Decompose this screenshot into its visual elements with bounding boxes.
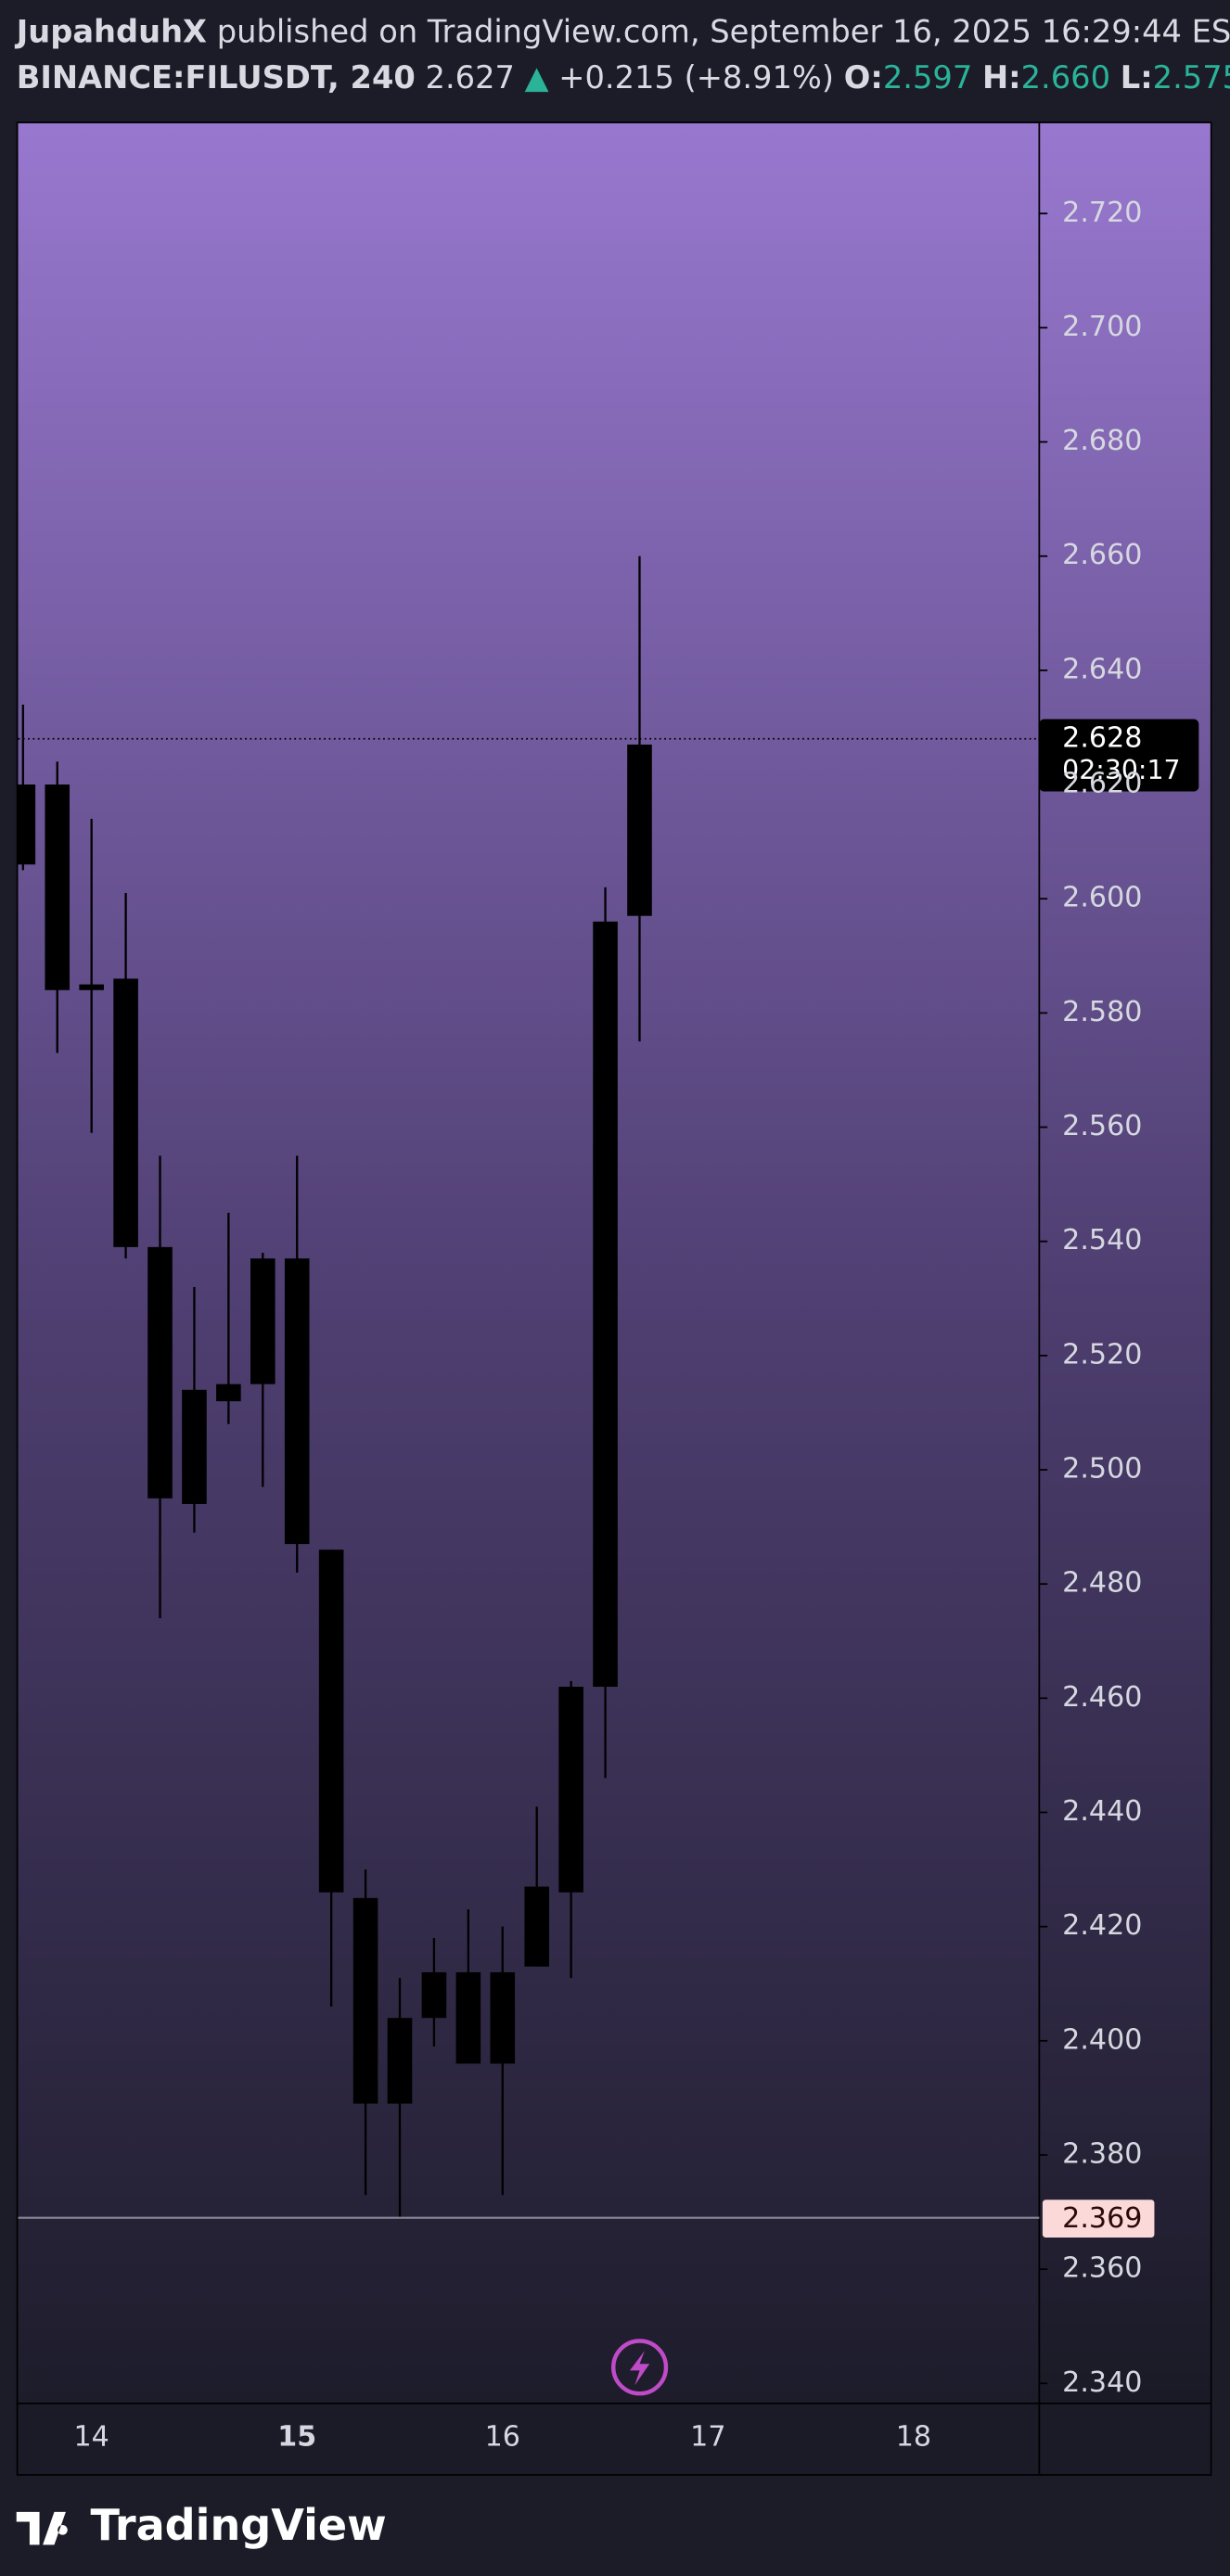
y-tick-label: 2.460: [1062, 1681, 1142, 1714]
candle-body: [284, 1258, 310, 1545]
y-tick-label: 2.640: [1062, 653, 1142, 685]
y-tick-label: 2.400: [1062, 2023, 1142, 2056]
y-tick-label: 2.420: [1062, 1909, 1142, 1942]
y-tick-label: 2.540: [1062, 1224, 1142, 1256]
candle-body: [318, 1549, 344, 1893]
candle-body: [18, 784, 36, 865]
candle-body: [455, 1971, 481, 2064]
y-tick-label: 2.700: [1062, 311, 1142, 343]
header-line-1: JupahduhX published on TradingView.com, …: [15, 13, 1230, 49]
o-label: O:: [844, 59, 883, 96]
candle-body: [387, 2018, 413, 2104]
low-label: 2.369: [1062, 2202, 1142, 2235]
last: 2.627: [426, 59, 515, 96]
x-tick-label: 18: [896, 2421, 931, 2454]
price-axis: [1039, 122, 1211, 2404]
candle-body: [113, 978, 138, 1247]
candle-body: [490, 1971, 516, 2064]
h-label: H:: [982, 59, 1021, 96]
candle-body: [182, 1389, 207, 1504]
h: 2.660: [1021, 59, 1110, 96]
candle-body: [524, 1886, 550, 1967]
arrow: ▲: [525, 59, 549, 96]
x-tick-label: 17: [690, 2421, 725, 2454]
y-tick-label: 2.520: [1062, 1338, 1142, 1371]
candle-body: [593, 921, 618, 1688]
x-tick-label: 16: [485, 2421, 520, 2454]
footer-logo: TradingView: [91, 2500, 387, 2550]
author: JupahduhX: [15, 13, 207, 49]
candle-body: [627, 744, 652, 916]
logo-mark: [16, 2511, 68, 2545]
low-label-box: [1042, 2200, 1155, 2238]
last-price-box: [1039, 719, 1199, 792]
plot: [18, 555, 652, 2218]
x-tick-label: 15: [277, 2421, 316, 2454]
l-label: L:: [1121, 59, 1153, 96]
candle-body: [79, 984, 104, 990]
time-axis: [18, 2403, 1211, 2475]
y-tick-label: 2.500: [1062, 1453, 1142, 1486]
y-tick-label: 2.560: [1062, 1110, 1142, 1142]
published: published on TradingView.com, September …: [217, 13, 1230, 49]
y-tick-label: 2.480: [1062, 1567, 1142, 1600]
y-tick-label: 2.360: [1062, 2252, 1142, 2285]
candle-body: [45, 784, 70, 990]
candle-body: [216, 1384, 241, 1402]
candle-body: [558, 1687, 583, 1893]
l: 2.575: [1153, 59, 1230, 96]
change: +0.215 (+8.91%): [558, 59, 834, 96]
header-line-2: BINANCE:FILUSDT, 240 2.627 ▲ +0.215 (+8.…: [17, 59, 1230, 96]
bolt: [629, 2351, 650, 2386]
last-price-label: 2.628: [1062, 721, 1142, 754]
y-tick-label: 2.580: [1062, 996, 1142, 1028]
y-tick-label: 2.680: [1062, 425, 1142, 457]
y-tick-label: 2.620: [1062, 768, 1142, 800]
y-tick-label: 2.660: [1062, 539, 1142, 571]
y-tick-label: 2.720: [1062, 197, 1142, 229]
bolt-icon[interactable]: [611, 2339, 669, 2396]
y-tick-label: 2.340: [1062, 2366, 1142, 2399]
y-tick-label: 2.440: [1062, 1795, 1142, 1828]
o: 2.597: [883, 59, 972, 96]
x-tick-label: 14: [73, 2421, 109, 2454]
candle-body: [147, 1246, 173, 1498]
countdown: 02:30:17: [1062, 755, 1180, 785]
candle-body: [250, 1258, 275, 1384]
y-tick-label: 2.380: [1062, 2137, 1142, 2170]
symbol: BINANCE:FILUSDT, 240: [17, 59, 416, 96]
candle-body: [352, 1897, 378, 2104]
candle-body: [421, 1971, 447, 2019]
y-tick-label: 2.600: [1062, 882, 1142, 914]
